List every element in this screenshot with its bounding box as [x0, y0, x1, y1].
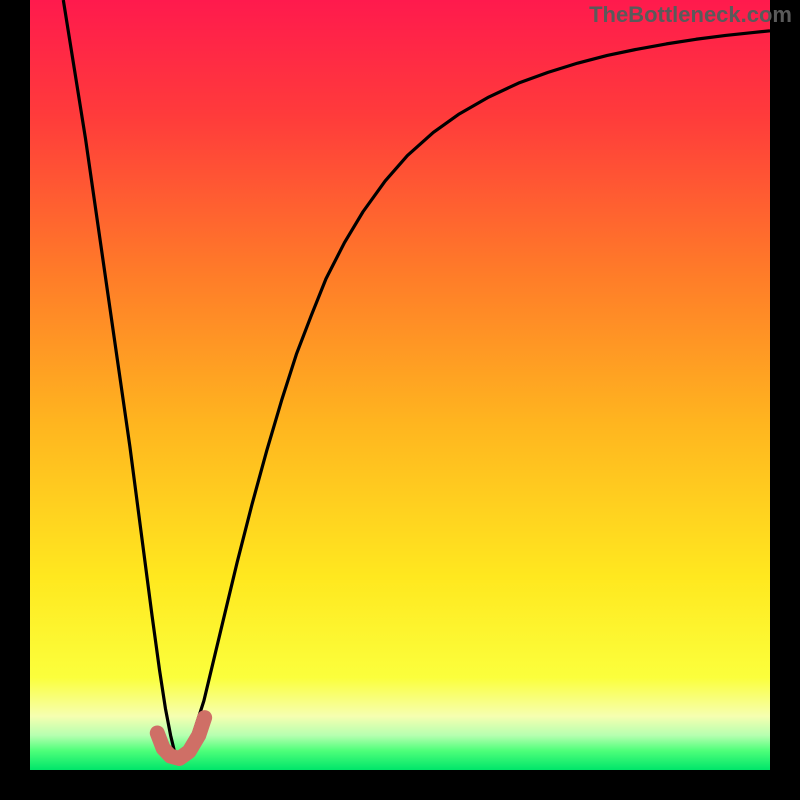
bottleneck-chart	[0, 0, 800, 800]
chart-container: TheBottleneck.com	[0, 0, 800, 800]
watermark-text: TheBottleneck.com	[589, 2, 792, 28]
